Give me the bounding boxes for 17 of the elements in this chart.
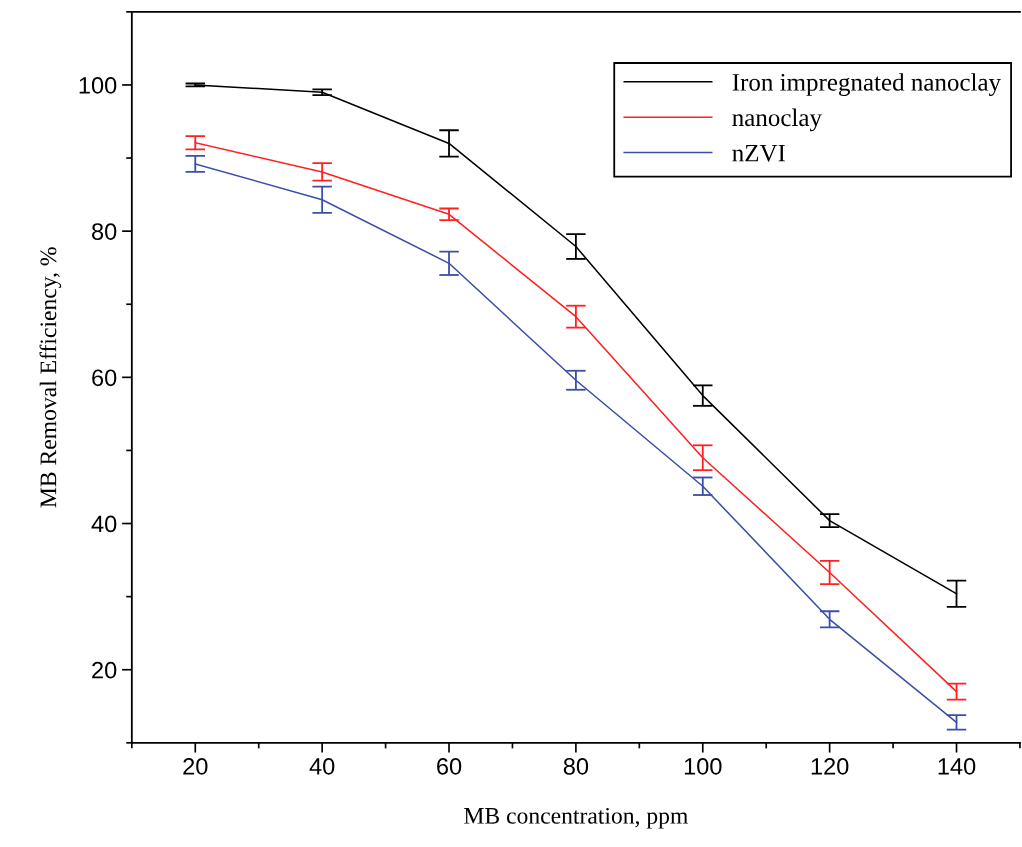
- x-tick-label: 80: [563, 758, 589, 775]
- x-tick-label: 40: [309, 758, 335, 775]
- y-tick-label: 100: [79, 77, 117, 94]
- legend-label: nanoclay: [732, 108, 822, 132]
- y-tick-label: 60: [92, 369, 117, 387]
- y-tick-label: 40: [91, 515, 117, 533]
- y-axis-title: MB Removal Efficiency, %: [39, 247, 62, 508]
- y-tick-label: 20: [92, 661, 117, 679]
- x-axis-title: MB concentration, ppm: [464, 807, 688, 829]
- x-tick-label: 120: [811, 758, 849, 775]
- x-tick-label: 100: [684, 758, 722, 775]
- y-tick-label: 80: [92, 223, 117, 240]
- legend-label: nZVI: [732, 144, 786, 162]
- x-tick-label: 20: [183, 758, 208, 775]
- x-tick-label: 60: [437, 758, 462, 775]
- legend-label: Iron impregnated nanoclay: [732, 73, 1001, 96]
- x-tick-label: 140: [938, 758, 976, 775]
